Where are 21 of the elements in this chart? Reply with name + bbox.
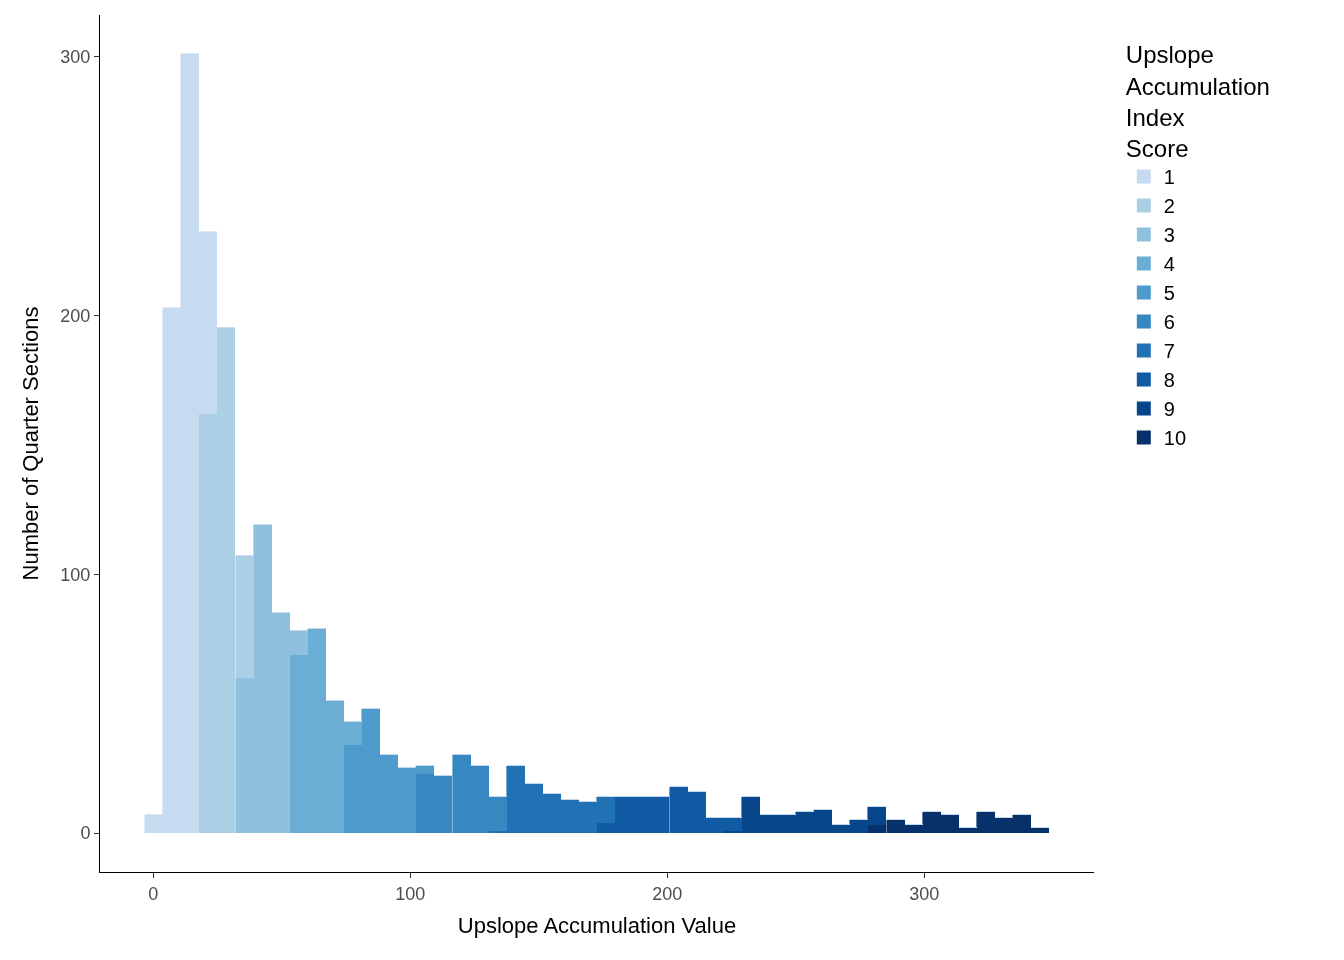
legend-label: 5 — [1163, 282, 1175, 305]
x-tick-label: 300 — [909, 883, 940, 904]
legend-label: 3 — [1163, 224, 1175, 247]
y-tick-label: 100 — [60, 564, 91, 585]
legend-label: 4 — [1163, 253, 1175, 276]
legend-label: 9 — [1163, 398, 1175, 421]
x-tick-label: 0 — [148, 883, 159, 904]
legend-label: 10 — [1163, 427, 1187, 450]
legend-label: 2 — [1163, 195, 1175, 218]
legend-label: 8 — [1163, 369, 1175, 392]
x-tick-label: 200 — [652, 883, 683, 904]
legend-title: Upslope Accumulation Index Score — [1125, 41, 1270, 162]
y-tick-label: 0 — [80, 823, 91, 844]
x-axis-title: Upslope Accumulation Value — [457, 913, 737, 939]
y-tick-label: 300 — [60, 46, 91, 67]
legend-label: 7 — [1163, 340, 1175, 363]
legend-label: 6 — [1163, 311, 1175, 334]
x-tick-label: 100 — [395, 883, 426, 904]
legend-label: 1 — [1163, 166, 1175, 189]
y-tick-label: 200 — [60, 305, 91, 326]
y-axis-title: Number of Quarter Sections — [18, 306, 44, 581]
